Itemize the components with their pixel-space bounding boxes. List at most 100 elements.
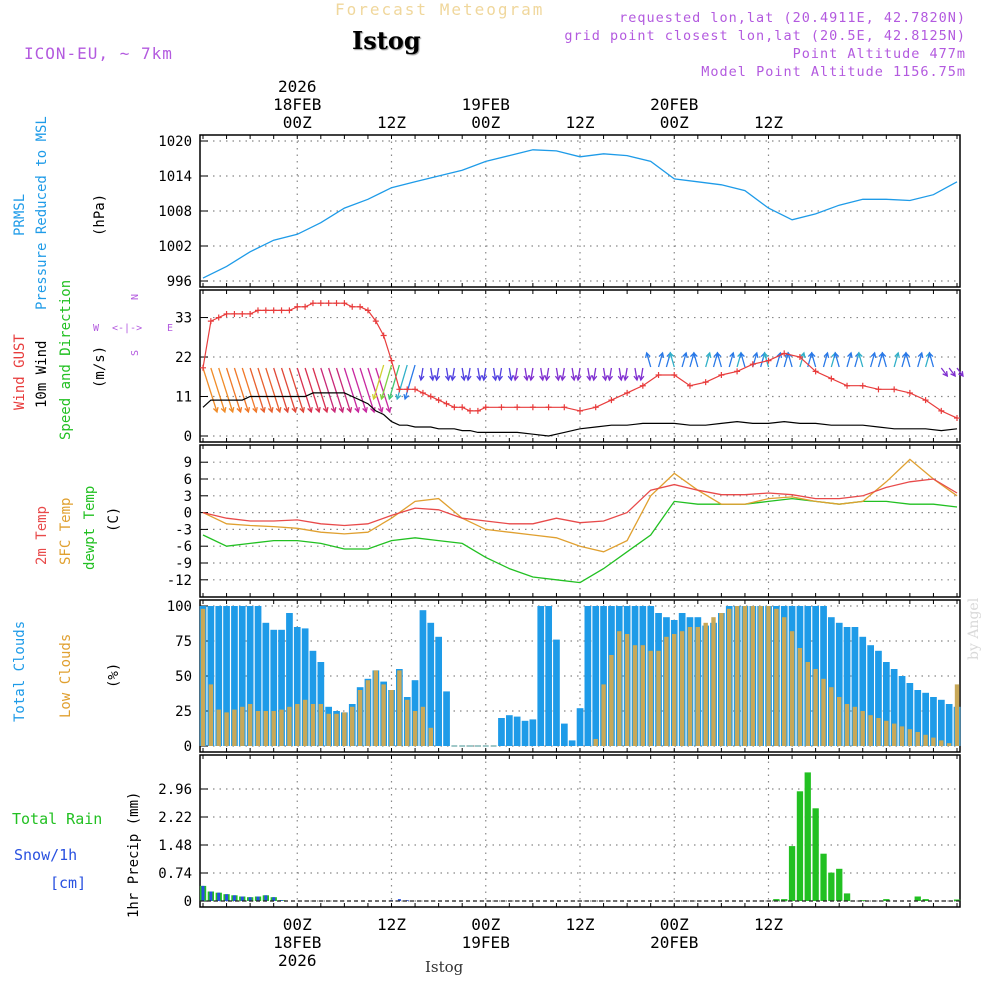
wind-gust-point [317, 300, 324, 307]
low-clouds-bar [758, 606, 763, 746]
wind-direction-arrowhead [617, 375, 624, 382]
wind-direction-arrowhead [559, 375, 566, 382]
low-clouds-bar [216, 709, 221, 746]
total-clouds-bar [875, 650, 882, 746]
wind-direction-arrowhead [385, 406, 392, 414]
low-clouds-bar [954, 684, 960, 746]
low-clouds-bar [695, 627, 700, 746]
wind-direction-arrowhead [880, 351, 887, 359]
y-tick-label: 75 [175, 634, 192, 650]
wind-direction-arrow [461, 367, 465, 381]
rain-bar [883, 899, 890, 901]
wind-direction-arrowhead [523, 375, 530, 382]
wind-direction-arrow [218, 367, 234, 413]
wind-direction-arrow [249, 367, 265, 413]
wind-gust-point [608, 397, 615, 404]
wind-direction-arrow [858, 352, 864, 368]
y-tick-label: 9 [184, 455, 192, 471]
wind-direction-arrowhead [575, 375, 582, 382]
top-axis-day: 19FEB [462, 95, 510, 114]
low-clouds-bar [381, 684, 386, 746]
low-clouds-bar [350, 706, 355, 746]
total-clouds-bar [561, 723, 568, 746]
wind-gust-point [561, 404, 568, 411]
wind-direction-arrowhead [244, 406, 251, 414]
wind-gust-point [859, 382, 866, 389]
snow-bar [405, 900, 409, 901]
bottom-axis-time: 12Z [377, 915, 406, 934]
total-clouds-bar [584, 606, 592, 746]
wind-direction-arrow [624, 367, 628, 381]
top-axis-time: 00Z [471, 113, 500, 132]
wind-gust-point [215, 314, 222, 321]
wind-gust-point [828, 375, 835, 382]
rain-bar [914, 896, 921, 901]
wind-gust-point [686, 382, 693, 389]
low-clouds-bar [664, 636, 669, 746]
low-clouds-bar [750, 606, 755, 746]
wind-direction-arrow [257, 367, 273, 413]
wind-direction-arrowhead [370, 406, 376, 414]
low-clouds-bar [892, 723, 897, 746]
wind-direction-arrow [265, 367, 281, 413]
wind-direction-arrow [335, 367, 352, 413]
total-clouds-bar [600, 606, 607, 746]
wind-gust-point [364, 307, 371, 314]
total-clouds-bar [223, 606, 230, 746]
low-clouds-bar [302, 699, 308, 746]
wind-direction-arrow [555, 367, 560, 381]
wind-direction-arrow [233, 367, 250, 413]
wind-direction-arrowhead [403, 393, 410, 401]
low-clouds-bar [719, 613, 724, 746]
wind-gust-point [938, 407, 945, 414]
wind-gust-point [239, 310, 246, 317]
wind-direction-arrowhead [544, 375, 551, 382]
y-tick-label: 0 [184, 506, 192, 522]
y-tick-label: 33 [175, 311, 192, 327]
wind-gust-point [231, 310, 238, 317]
low-clouds-bar [884, 720, 889, 746]
wind-gust-point [906, 389, 913, 396]
rain-bar [859, 900, 866, 901]
wind-gust-point [302, 303, 309, 310]
pressure-label-1: PRMSL [12, 194, 28, 236]
wind-10m-label: 10m Wind [34, 341, 50, 408]
wind-gust-point [812, 368, 819, 375]
low-clouds-bar [774, 608, 779, 746]
wind-direction-arrow [435, 367, 440, 381]
low-clouds-bar [915, 732, 920, 746]
requested-coords: requested lon,lat (20.4911E, 42.7820N) [619, 10, 966, 26]
wind-direction-arrowhead [291, 406, 298, 414]
wind-direction-arrowhead [497, 375, 504, 382]
wind-direction-arrowhead [481, 375, 488, 382]
y-tick-label: 50 [175, 669, 192, 685]
wind-gust-point [396, 386, 403, 393]
wind-direction-compass: W <-|-> E N S [93, 294, 173, 356]
model-label: ICON-EU, ~ 7km [24, 44, 173, 63]
wind-direction-arrow [763, 352, 770, 368]
wind-direction-arrowhead [512, 375, 519, 382]
wind-direction-arrowhead [362, 406, 368, 414]
low-clouds-bar [412, 711, 418, 746]
total-clouds-bar [506, 715, 513, 746]
top-axis-time: 00Z [283, 113, 312, 132]
wind-gust-point [247, 310, 254, 317]
wind-direction-arrow [905, 352, 911, 368]
total-clouds-bar [883, 662, 890, 746]
wind-panel [199, 289, 961, 443]
wind-direction-arrowhead [570, 375, 577, 382]
wind-direction-arrowhead [823, 351, 830, 359]
low-clouds-bar [247, 704, 253, 746]
low-clouds-bar [837, 697, 842, 746]
snow-bar [256, 896, 260, 901]
wind-direction-arrow [210, 367, 226, 413]
wind-gust-point [286, 307, 293, 314]
wind-direction-arrowhead [444, 375, 451, 382]
rain-bar [836, 868, 843, 901]
total-clouds-bar [843, 627, 851, 746]
compass-w: W [93, 323, 100, 334]
total-clouds-bar [246, 606, 254, 746]
total-clouds-bar [207, 606, 215, 746]
low-clouds-bar [609, 655, 614, 746]
